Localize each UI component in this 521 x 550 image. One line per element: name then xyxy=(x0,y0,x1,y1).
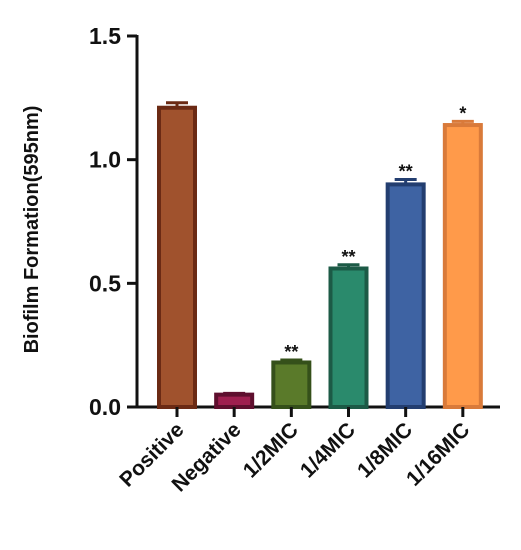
x-tick-label: 1/16MIC xyxy=(402,418,474,490)
y-tick-label: 0.5 xyxy=(89,270,121,296)
y-ticks-group: 0.0 0.5 1.0 1.5 xyxy=(89,23,137,420)
significance-marker: ** xyxy=(399,161,413,181)
x-ticks-group: PositiveNegative1/2MIC1/4MIC1/8MIC1/16MI… xyxy=(115,407,474,496)
bars-group: ******* xyxy=(157,101,483,410)
bar-1-2mic xyxy=(271,360,312,410)
significance-marker: ** xyxy=(284,342,298,362)
y-tick-label: 0.0 xyxy=(89,394,121,420)
bar-negative xyxy=(214,392,255,409)
x-tick-label: 1/4MIC xyxy=(296,418,360,482)
bar-1-16mic xyxy=(442,123,483,409)
bar-1-8mic xyxy=(385,182,426,409)
y-tick-label: 1.5 xyxy=(89,23,121,49)
y-axis-title: Biofilm Formation(595nm) xyxy=(21,106,43,354)
bar-1-4mic xyxy=(328,266,369,410)
bar-positive xyxy=(157,105,197,410)
y-tick-label: 1.0 xyxy=(89,147,121,173)
significance-marker: * xyxy=(459,103,466,123)
x-tick-label: 1/2MIC xyxy=(239,418,303,482)
significance-marker: ** xyxy=(341,247,355,267)
